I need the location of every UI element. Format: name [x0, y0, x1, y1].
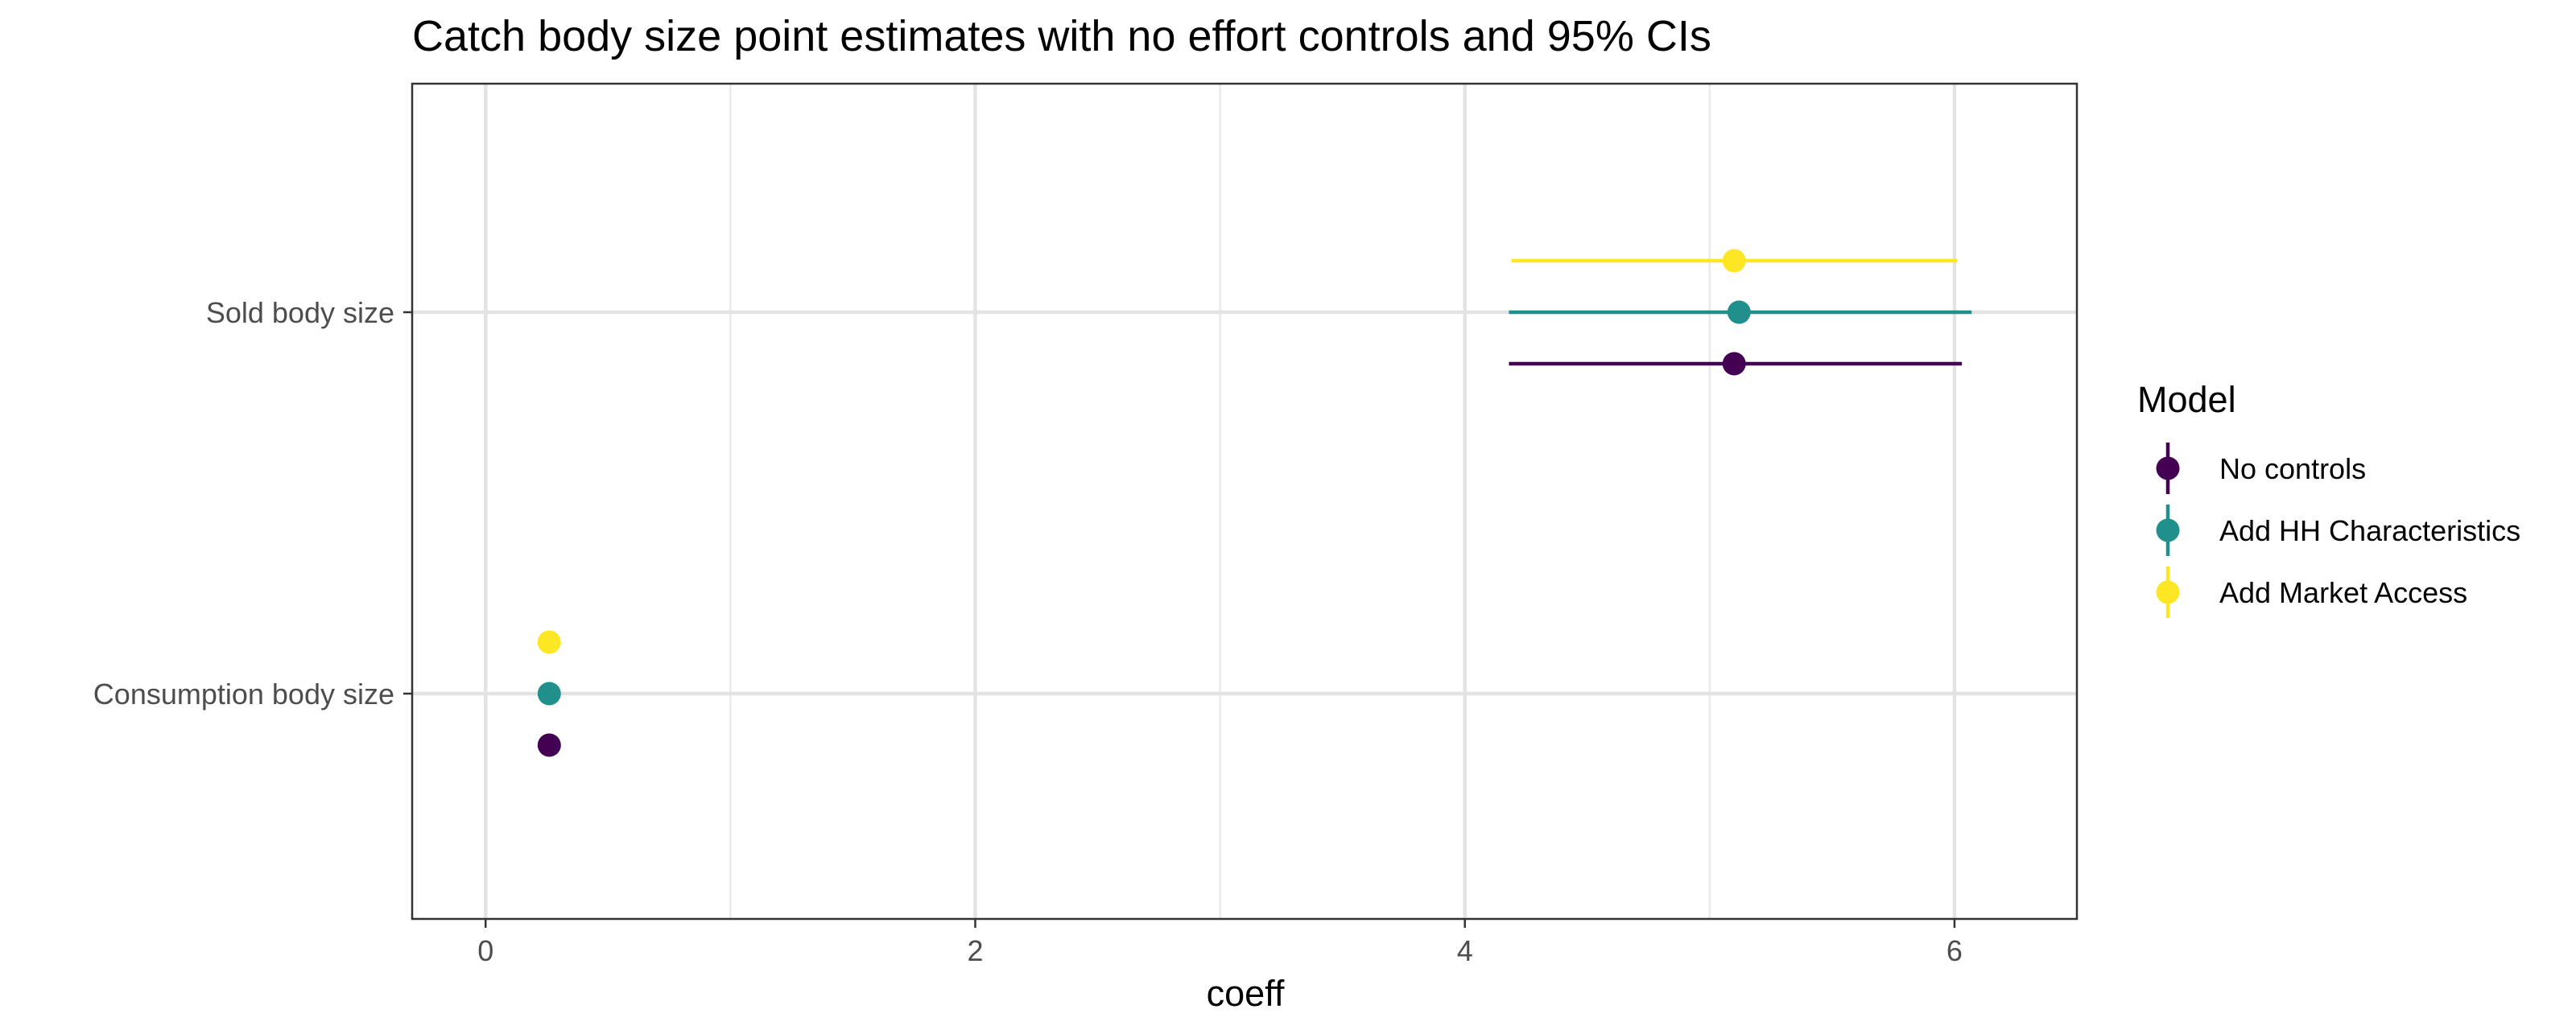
legend-title: Model: [2137, 379, 2236, 420]
x-tick-label: 2: [967, 934, 983, 967]
x-axis-title: coeff: [1207, 973, 1285, 1014]
legend: Model No controls Add HH Characteristics A…: [2137, 379, 2520, 618]
chart-title: Catch body size point estimates with no …: [412, 12, 1711, 60]
x-tick-label: 4: [1457, 934, 1473, 967]
y-tick-label: Sold body size: [206, 296, 394, 329]
y-tick-label: Consumption body size: [93, 678, 394, 711]
legend-key-point: [2156, 456, 2180, 480]
x-tick-label: 0: [477, 934, 493, 967]
legend-key-point: [2156, 580, 2180, 604]
plot-panel: [412, 84, 2077, 919]
point-estimate: [537, 682, 561, 706]
point-estimate: [1722, 249, 1746, 273]
point-estimate: [537, 630, 561, 654]
legend-label: Add Market Access: [2219, 576, 2467, 609]
plot-border: [411, 82, 2079, 921]
point-estimate: [1722, 352, 1746, 376]
legend-key-point: [2156, 518, 2180, 542]
point-estimate: [537, 733, 561, 757]
legend-label: Add HH Characteristics: [2219, 514, 2520, 547]
x-tick-label: 6: [1946, 934, 1963, 967]
legend-label: No controls: [2219, 452, 2366, 485]
point-estimate: [1727, 300, 1751, 324]
